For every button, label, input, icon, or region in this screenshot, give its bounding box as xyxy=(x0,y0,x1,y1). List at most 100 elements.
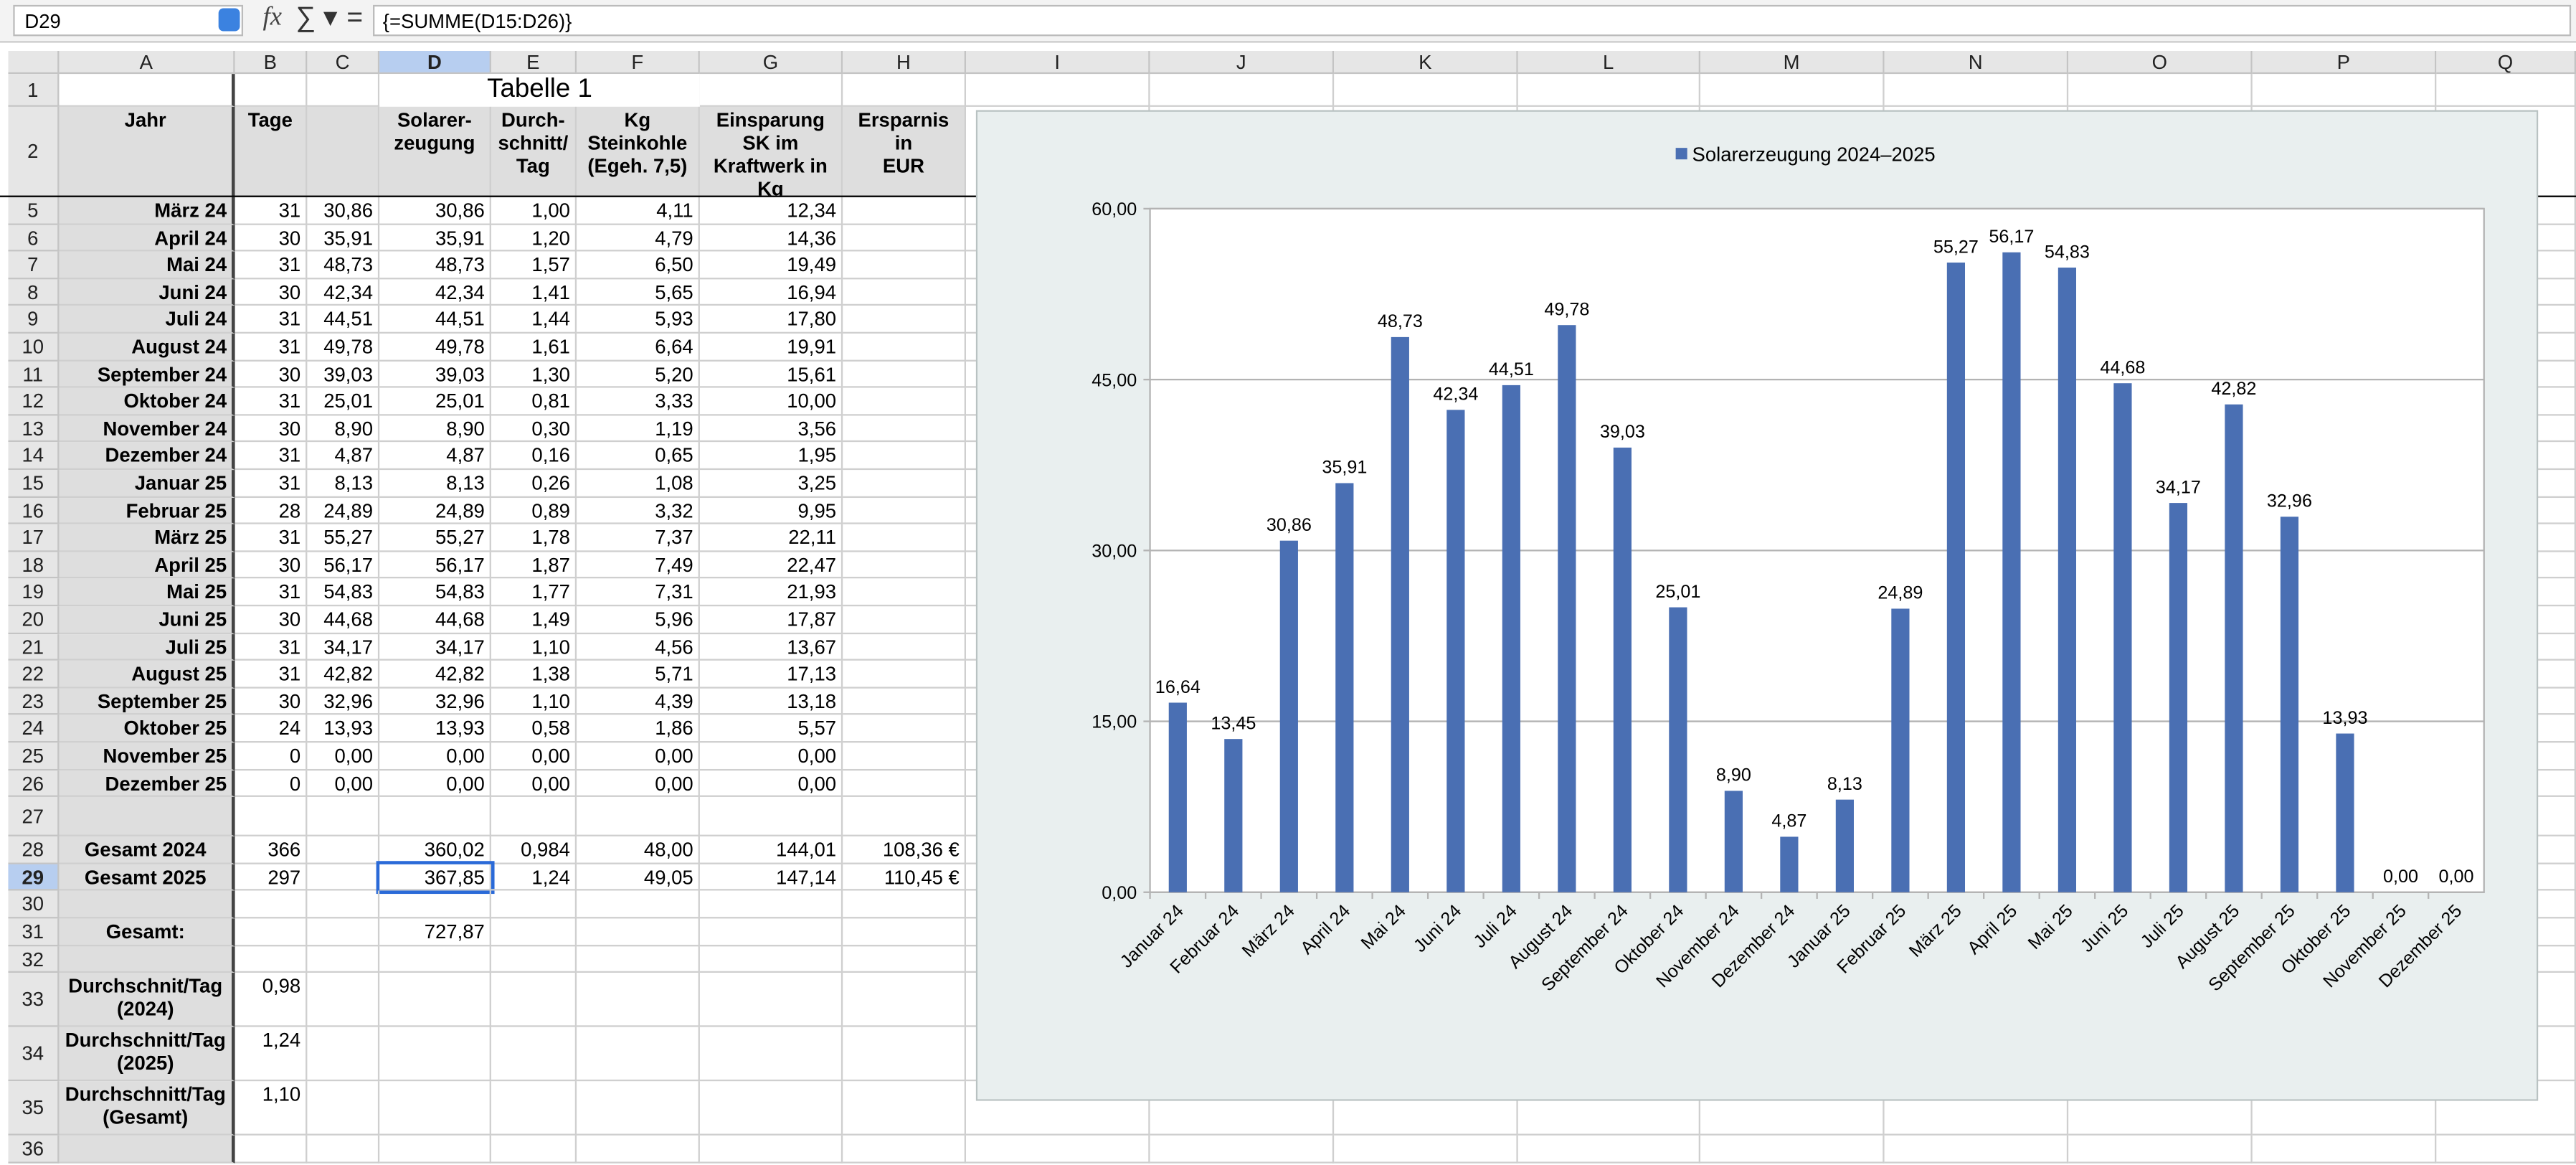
cell: 35,91 xyxy=(379,224,491,252)
cell: Juli 25 xyxy=(59,633,235,661)
cell: 1,87 xyxy=(491,552,577,580)
cell: 147,14 xyxy=(699,864,843,892)
cell: 48,73 xyxy=(307,251,380,279)
cell: 31 xyxy=(235,524,308,552)
cell xyxy=(843,579,967,607)
cell xyxy=(307,1027,380,1082)
empty-cell xyxy=(1334,1136,1518,1164)
cell: 1,20 xyxy=(491,224,577,252)
formula-input[interactable]: {=SUMME(D15:D26)} xyxy=(373,4,2572,37)
cell xyxy=(843,688,967,716)
cell: 3,32 xyxy=(577,497,700,525)
cell: 0 xyxy=(235,742,308,770)
cell: 1,78 xyxy=(491,524,577,552)
row-header: 17 xyxy=(8,524,60,552)
cell: 0,00 xyxy=(699,742,843,770)
bar xyxy=(1891,608,1910,892)
row-header: 25 xyxy=(8,742,60,770)
cell: 297 xyxy=(235,864,308,892)
cell: 14,36 xyxy=(699,224,843,252)
cell: Durchschnit/Tag (2024) xyxy=(59,973,235,1028)
cell: 31 xyxy=(235,306,308,334)
data-label: 0,00 xyxy=(2438,867,2473,887)
cell xyxy=(491,1136,577,1164)
data-label: 8,13 xyxy=(1827,774,1862,794)
cell xyxy=(843,524,967,552)
bar xyxy=(1835,799,1854,892)
cell: 32,96 xyxy=(379,688,491,716)
cell: 1,61 xyxy=(491,333,577,361)
empty-cell xyxy=(2252,1136,2437,1164)
cell xyxy=(843,945,967,973)
sum-icon[interactable]: ∑ ▾ xyxy=(295,1,338,33)
row-header: 29 xyxy=(8,864,60,892)
cell xyxy=(235,945,308,973)
cell xyxy=(59,945,235,973)
cell xyxy=(843,74,967,107)
empty-cell xyxy=(966,1136,1150,1164)
cell: 1,10 xyxy=(491,633,577,661)
cell: Mai 24 xyxy=(59,251,235,279)
bar xyxy=(1558,325,1576,892)
column-header: O xyxy=(2068,51,2253,75)
cell xyxy=(379,1136,491,1164)
row-header: 33 xyxy=(8,973,60,1028)
row-header: 36 xyxy=(8,1136,60,1164)
row-header: 5 xyxy=(8,197,60,225)
cell xyxy=(577,1027,700,1082)
name-box-dropdown[interactable] xyxy=(218,8,240,32)
formula-icon[interactable]: = xyxy=(346,1,364,33)
cell: 0,26 xyxy=(491,470,577,498)
cell: 30,86 xyxy=(307,197,380,225)
empty-cell xyxy=(1700,1081,1885,1136)
cell: 13,18 xyxy=(699,688,843,716)
cell: 54,83 xyxy=(307,579,380,607)
cell: 0,65 xyxy=(577,443,700,471)
cell: März 25 xyxy=(59,524,235,552)
cell xyxy=(699,1027,843,1082)
cell xyxy=(59,1136,235,1164)
legend-label: Solarerzeugung 2024–2025 xyxy=(1692,143,1936,165)
empty-cell xyxy=(1700,74,1885,107)
column-header: F xyxy=(577,51,700,75)
cell: 22,47 xyxy=(699,552,843,580)
cell: 56,17 xyxy=(307,552,380,580)
cell: 0,00 xyxy=(379,770,491,798)
cell: 31 xyxy=(235,387,308,416)
cell xyxy=(307,797,380,837)
bar xyxy=(1946,263,1966,892)
bar xyxy=(2169,503,2188,892)
function-wizard-icon[interactable]: fx xyxy=(262,3,282,32)
name-box[interactable]: D29 xyxy=(13,4,244,37)
cell: September 24 xyxy=(59,360,235,388)
cell xyxy=(307,106,380,197)
column-header: G xyxy=(699,51,843,75)
cell: 4,87 xyxy=(379,443,491,471)
cell: 30 xyxy=(235,552,308,580)
cell: 48,73 xyxy=(379,251,491,279)
cell xyxy=(843,360,967,388)
cell: 44,51 xyxy=(307,306,380,334)
row-header: 27 xyxy=(8,797,60,837)
cell: 22,11 xyxy=(699,524,843,552)
cell: Durch- schnitt/ Tag xyxy=(491,106,577,197)
cell xyxy=(843,470,967,498)
cell: 30 xyxy=(235,606,308,634)
cell xyxy=(577,891,700,919)
row-header: 34 xyxy=(8,1027,60,1082)
cell: 32,96 xyxy=(307,688,380,716)
bar xyxy=(1335,483,1354,892)
cell: 19,91 xyxy=(699,333,843,361)
cell: August 24 xyxy=(59,333,235,361)
cell: 367,85 xyxy=(376,860,495,895)
cell xyxy=(843,333,967,361)
cell: 1,38 xyxy=(491,661,577,689)
cell: 19,49 xyxy=(699,251,843,279)
cell xyxy=(843,661,967,689)
cell: Juli 24 xyxy=(59,306,235,334)
cell xyxy=(307,973,380,1028)
empty-cell xyxy=(966,74,1150,107)
cell xyxy=(491,973,577,1028)
data-label: 4,87 xyxy=(1771,811,1806,831)
